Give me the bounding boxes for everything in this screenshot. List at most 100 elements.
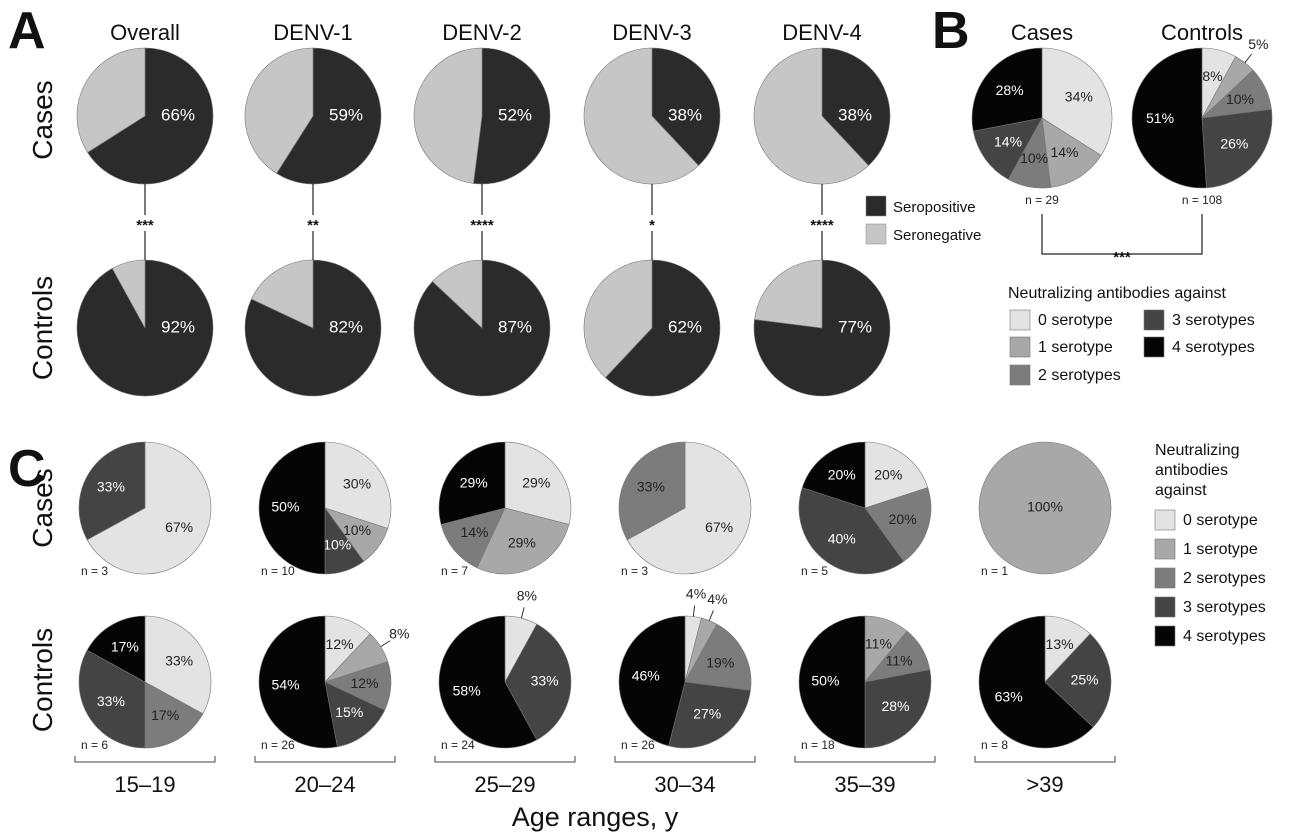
slice-label: 11% — [886, 653, 913, 669]
significance-stars: ** — [307, 217, 319, 234]
significance-stars: * — [649, 217, 655, 234]
legend-swatch — [1154, 596, 1176, 618]
sample-size-label: n = 10 — [261, 564, 295, 578]
sample-size-label: n = 5 — [801, 564, 828, 578]
pie-cases-denv-1: 59% — [244, 47, 382, 185]
slice-leader-line — [520, 607, 525, 619]
sample-size-label: n = 1 — [981, 564, 1008, 578]
slice-label: 17% — [111, 639, 139, 655]
slice-label: 92% — [161, 317, 195, 336]
pie-slice — [864, 441, 929, 509]
pie-slice — [324, 441, 392, 529]
pie-slice — [504, 623, 572, 741]
slice-label: 13% — [1046, 636, 1074, 652]
slice-label: 67% — [705, 519, 733, 535]
slice-label: 51% — [1146, 110, 1174, 126]
age-range-label: >39 — [1026, 772, 1063, 797]
pie-slice — [971, 47, 1043, 132]
slice-label: 27% — [693, 705, 721, 721]
pie-slice — [438, 615, 538, 749]
slice-label: 5% — [1248, 36, 1268, 52]
pie-slice — [651, 47, 721, 166]
age-range-label: 25–29 — [474, 772, 535, 797]
slice-label: 38% — [668, 105, 702, 124]
sample-size-label: n = 26 — [621, 738, 655, 752]
slice-label: 28% — [996, 82, 1024, 98]
panel-b-legend-title: Neutralizing antibodies against — [1008, 285, 1226, 302]
significance-backdrop — [632, 215, 672, 231]
panel-c-legend-title: against — [1155, 482, 1207, 499]
sample-size-label: n = 7 — [441, 564, 468, 578]
slice-label: 10% — [1020, 150, 1048, 166]
legend-label: 2 serotypes — [1183, 570, 1266, 587]
pie-slice — [626, 441, 752, 575]
panel-b-title-cases: Cases — [1011, 20, 1073, 45]
pie-slice — [276, 47, 382, 185]
slice-label: 33% — [97, 693, 125, 709]
slice-label: 87% — [498, 317, 532, 336]
slice-label: 33% — [637, 479, 665, 495]
pie-slice — [753, 47, 869, 185]
slice-label: 4% — [707, 591, 727, 607]
age-range-label: 30–34 — [654, 772, 715, 797]
pie-slice — [440, 507, 506, 569]
sample-size-label: n = 24 — [441, 738, 475, 752]
slice-label: 62% — [668, 317, 702, 336]
pie-slice — [476, 507, 570, 575]
significance-backdrop — [462, 215, 502, 231]
legend-label: 2 serotypes — [1038, 367, 1121, 384]
sample-size-label: n = 6 — [81, 738, 108, 752]
significance-backdrop — [293, 215, 333, 231]
pie-controls-age-1: 33% 17% 33% 17% — [78, 615, 212, 749]
panel-a-letter: A — [8, 2, 46, 60]
pie-cases-denv-3: 38% — [583, 47, 721, 185]
slice-label: 40% — [828, 531, 856, 547]
pie-cases-age-3: 29% 29% 14% 29% — [438, 441, 572, 575]
legend-swatch — [1143, 309, 1165, 331]
slice-label: 28% — [881, 698, 909, 714]
pie-slice — [438, 441, 506, 525]
slice-label: 77% — [838, 317, 872, 336]
pie-cases-age-1: 67% 33% — [78, 441, 212, 575]
significance-backdrop — [125, 215, 165, 231]
slice-leader-line — [1244, 53, 1253, 63]
legend-swatch-seronegative — [865, 223, 887, 245]
age-range-label: 35–39 — [834, 772, 895, 797]
legend-swatch — [1154, 538, 1176, 560]
pie-slice — [864, 487, 932, 562]
pie-cases-age-6: 100% — [978, 441, 1112, 575]
slice-label: 8% — [1202, 68, 1222, 84]
significance-stars: *** — [136, 217, 154, 234]
panel-c-legend-title: Neutralizing — [1155, 442, 1239, 459]
slice-label: 8% — [389, 626, 409, 642]
slice-label: 46% — [632, 668, 660, 684]
pie-controls-age-4: 4% 4% 19% 27% 46% — [618, 585, 752, 749]
pie-slice — [1041, 117, 1102, 188]
legend-swatch-seropositive — [865, 195, 887, 217]
significance-backdrop — [802, 215, 842, 231]
pie-cases-overall: 66% — [76, 47, 214, 185]
pie-b-cases: 34% 14%10%14% 28% — [971, 47, 1113, 189]
pie-b-controls: 8% 5% 10% 26% 51% — [1131, 36, 1273, 189]
pie-slice — [864, 669, 932, 749]
sample-size-label: n = 3 — [621, 564, 648, 578]
slice-label: 100% — [1027, 499, 1063, 515]
pie-slice — [86, 615, 146, 683]
slice-label: 26% — [1220, 135, 1248, 151]
slice-label: 58% — [453, 683, 481, 699]
pie-slice — [1131, 47, 1207, 189]
age-bracket — [614, 756, 756, 763]
pie-slice — [754, 259, 823, 329]
pie-slice — [1201, 108, 1273, 189]
slice-label: 4% — [686, 585, 706, 601]
panel-c-row-label-controls: Controls — [27, 628, 58, 732]
pie-slice — [821, 47, 891, 166]
panel-b-significance-bracket — [1041, 214, 1203, 255]
legend-label: 1 serotype — [1038, 339, 1113, 356]
legend-label: 4 serotypes — [1172, 339, 1255, 356]
pie-cases-age-5: 20% 20% 40% 20% — [798, 441, 932, 575]
pie-slice — [473, 47, 551, 185]
pie-controls-age-5: 11% 11% 28% 50% — [798, 615, 932, 749]
slice-label: 33% — [165, 653, 193, 669]
